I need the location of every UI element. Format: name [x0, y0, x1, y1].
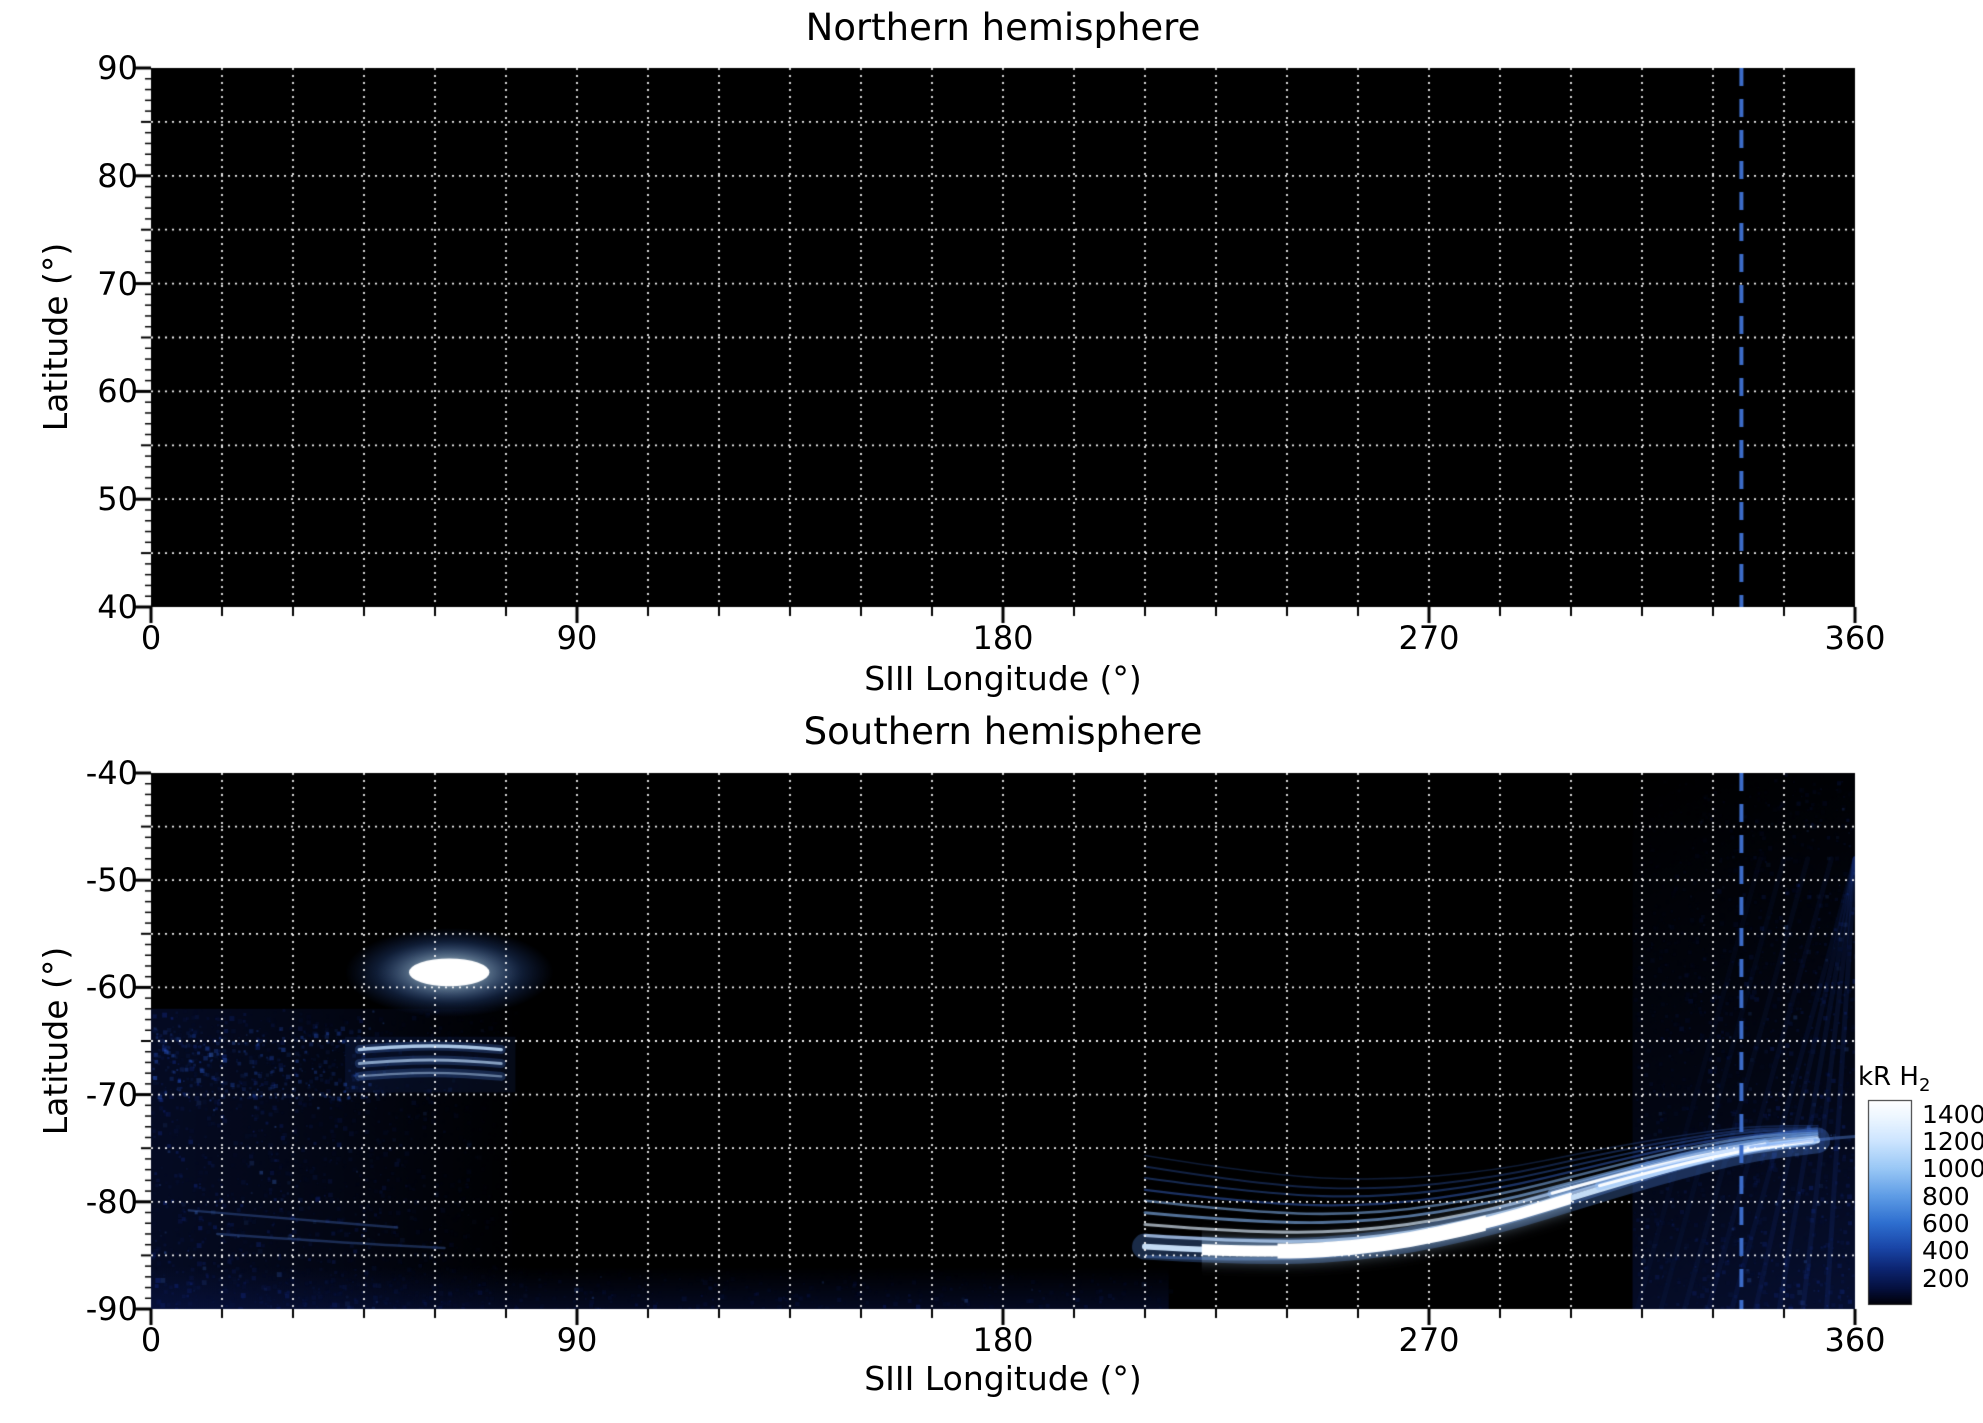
x-tick-label-bottom: 0 — [140, 1321, 162, 1359]
y-tick-label-bottom: -70 — [85, 1075, 138, 1114]
colorbar-title-main: kR H — [1858, 1062, 1919, 1092]
x-tick-label-top: 180 — [972, 619, 1034, 657]
colorbar-tick-label: 400 — [1922, 1236, 1970, 1266]
x-tick-label-bottom: 270 — [1398, 1321, 1460, 1359]
colorbar-tick-label: 1200 — [1922, 1127, 1983, 1156]
y-tick-label-top: 40 — [97, 588, 138, 626]
x-tick-label-top: 360 — [1824, 619, 1886, 657]
colorbar-title: kR H2 — [1858, 1064, 1930, 1095]
x-tick-label-bottom: 180 — [972, 1321, 1034, 1359]
y-tick-label-bottom: -40 — [85, 754, 138, 792]
y-tick-label-top: 60 — [97, 372, 138, 411]
y-tick-label-bottom: -90 — [85, 1290, 138, 1328]
y-axis-label-bottom: Latitude (°) — [36, 946, 75, 1136]
colorbar-tick-label: 800 — [1922, 1181, 1970, 1211]
bottom-panel-title: Southern hemisphere — [803, 710, 1203, 753]
colorbar-title-sub: 2 — [1918, 1075, 1931, 1097]
y-axis-label-top: Latitude (°) — [36, 242, 75, 432]
colorbar-tick-label: 1400 — [1922, 1099, 1983, 1129]
x-axis-label-bottom: SIII Longitude (°) — [864, 1359, 1142, 1398]
colorbar-tick-label: 200 — [1922, 1263, 1970, 1293]
y-tick-label-top: 70 — [97, 264, 138, 303]
colorbar-tick-label: 600 — [1922, 1209, 1970, 1238]
y-tick-label-top: 50 — [97, 480, 138, 519]
x-axis-label-top: SIII Longitude (°) — [864, 659, 1142, 698]
top-panel-title: Northern hemisphere — [805, 6, 1201, 49]
colorbar-tick-label: 1000 — [1922, 1154, 1983, 1184]
x-tick-label-top: 90 — [556, 619, 598, 657]
x-tick-label-bottom: 90 — [556, 1321, 598, 1359]
x-tick-label-top: 270 — [1398, 619, 1460, 657]
y-tick-label-top: 90 — [97, 49, 138, 87]
y-tick-label-top: 80 — [97, 156, 138, 195]
y-tick-label-bottom: -60 — [85, 968, 138, 1007]
y-tick-label-bottom: -80 — [85, 1182, 138, 1221]
x-tick-label-bottom: 360 — [1824, 1321, 1886, 1359]
y-tick-label-bottom: -50 — [85, 861, 138, 900]
x-tick-label-top: 0 — [140, 619, 162, 657]
